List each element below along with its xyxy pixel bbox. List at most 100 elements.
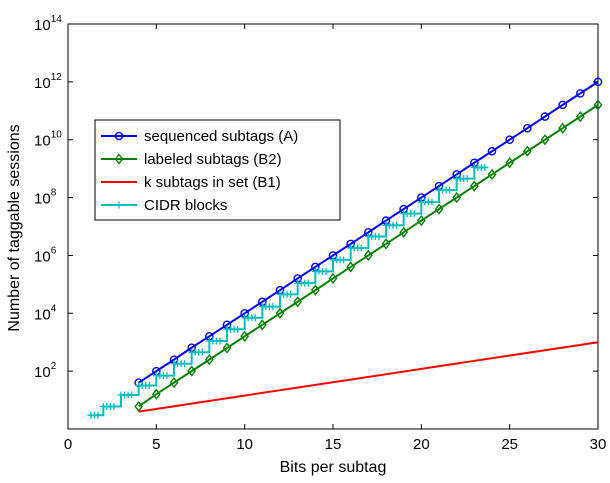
data-point	[463, 175, 471, 183]
data-point	[505, 157, 515, 169]
y-tick-base: 10	[34, 75, 51, 92]
data-point	[393, 221, 401, 229]
y-tick-base: 10	[34, 133, 51, 150]
legend-marker	[114, 153, 124, 165]
data-point	[469, 180, 479, 192]
series-line	[138, 104, 599, 408]
data-point	[575, 110, 585, 123]
legend-label: sequenced subtags (A)	[144, 128, 298, 145]
legend-entry: CIDR blocks	[101, 197, 227, 214]
data-point	[558, 100, 567, 110]
data-point	[94, 411, 102, 419]
x-tick-label: 5	[152, 436, 160, 453]
series-line	[138, 81, 599, 384]
y-tick-base: 10	[34, 306, 51, 323]
data-point	[487, 146, 497, 156]
data-point	[540, 112, 550, 121]
y-tick-exponent: 10	[51, 130, 63, 141]
y-tick-label: 104	[34, 303, 57, 323]
data-point	[251, 314, 259, 322]
data-point	[234, 325, 242, 333]
data-point	[187, 365, 197, 377]
legend-label: labeled subtags (B2)	[144, 151, 282, 168]
x-tick-label: 10	[236, 436, 253, 453]
data-point	[110, 402, 118, 410]
legend-entry: k subtags in set (B1)	[101, 174, 281, 191]
data-point	[198, 348, 206, 356]
data-point	[340, 256, 348, 264]
data-point	[381, 238, 391, 250]
data-point	[576, 89, 585, 98]
data-point	[293, 296, 303, 308]
data-point	[416, 214, 426, 227]
x-tick-label: 30	[590, 436, 607, 453]
data-point	[446, 186, 454, 194]
y-tick-exponent: 6	[51, 245, 57, 256]
data-point	[363, 249, 373, 262]
data-point	[257, 319, 267, 331]
y-tick-base: 10	[34, 364, 51, 381]
data-point	[204, 353, 214, 366]
data-point	[322, 267, 330, 275]
legend-entry: labeled subtags (B2)	[101, 151, 282, 168]
y-tick-label: 1010	[34, 130, 62, 150]
data-point	[240, 330, 250, 342]
data-point	[399, 226, 409, 238]
data-point	[523, 123, 532, 133]
legend-entry: sequenced subtags (A)	[101, 128, 298, 145]
series-1	[134, 99, 603, 413]
data-point	[181, 360, 189, 368]
legend-marker	[115, 201, 123, 209]
data-point	[145, 381, 153, 389]
series-0	[134, 77, 603, 387]
data-point	[505, 135, 514, 145]
y-tick-exponent: 14	[51, 14, 63, 25]
plot-area	[67, 23, 599, 430]
data-point	[357, 244, 365, 252]
data-point	[452, 191, 462, 204]
y-tick-base: 10	[34, 191, 51, 208]
data-point	[163, 372, 171, 380]
y-tick-exponent: 8	[51, 188, 57, 199]
data-point	[522, 145, 532, 157]
x-tick-label: 25	[501, 436, 518, 453]
data-point	[287, 290, 295, 298]
legend-label: CIDR blocks	[144, 197, 227, 214]
data-point	[346, 261, 356, 273]
y-tick-label: 102	[34, 361, 57, 381]
data-point	[428, 198, 436, 206]
data-point	[410, 210, 418, 218]
data-point	[275, 307, 285, 319]
data-point	[540, 134, 550, 146]
data-point	[481, 163, 489, 171]
series-layer	[87, 77, 603, 419]
data-point	[151, 388, 161, 400]
data-point	[328, 272, 338, 285]
data-point	[375, 233, 383, 241]
y-tick-exponent: 2	[51, 361, 57, 372]
y-tick-label: 1014	[34, 14, 62, 34]
x-tick-label: 0	[64, 436, 72, 453]
series-2	[138, 341, 599, 413]
y-tick-exponent: 4	[51, 303, 57, 314]
data-point	[487, 168, 497, 181]
y-tick-label: 1012	[34, 72, 62, 92]
x-tick-label: 15	[325, 436, 342, 453]
data-point	[593, 99, 603, 111]
series-line	[138, 341, 599, 413]
x-axis-ticks: 0 5 10 15 20 25 30	[64, 24, 607, 453]
legend-marker	[114, 131, 124, 141]
data-point	[222, 342, 232, 354]
y-axis-label: Number of taggable sessions	[6, 124, 23, 331]
data-point	[434, 203, 444, 215]
legend: sequenced subtags (A) labeled subtags (B2…	[94, 119, 341, 221]
y-tick-base: 10	[34, 248, 51, 265]
data-point	[558, 122, 568, 134]
data-point	[216, 337, 224, 345]
data-point	[304, 279, 312, 287]
data-point	[269, 303, 277, 311]
data-point	[169, 377, 179, 389]
y-tick-label: 106	[34, 245, 57, 265]
